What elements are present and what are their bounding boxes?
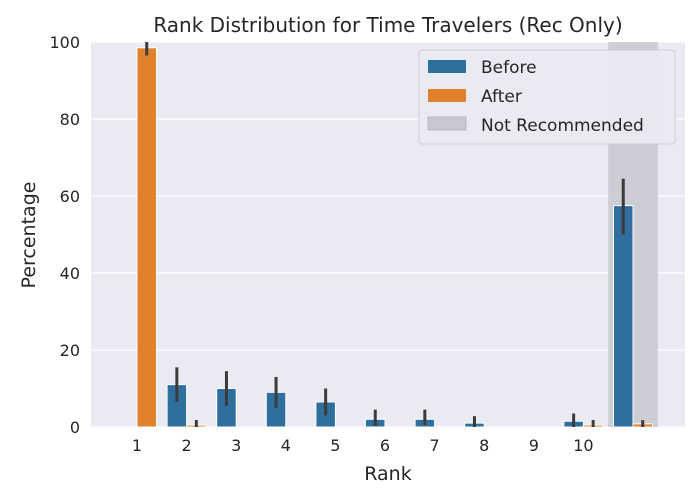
x-tick-label: 6: [380, 436, 390, 455]
x-tick-label: 4: [281, 436, 291, 455]
error-bars: [145, 42, 645, 427]
x-tick-label: 5: [330, 436, 340, 455]
y-tick-label: 20: [60, 341, 80, 360]
x-tick-label: 9: [529, 436, 539, 455]
x-tick-label: 2: [182, 436, 192, 455]
bars: [136, 47, 653, 428]
legend-box: [418, 49, 676, 145]
y-tick-label: 0: [70, 418, 80, 437]
y-tick-label: 80: [60, 110, 80, 129]
y-tick-label: 60: [60, 187, 80, 206]
x-axis-label: Rank: [364, 463, 411, 485]
y-tick-label: 100: [49, 33, 80, 52]
x-tick-labels: 1 2 3 4 5 6 7 8 9 10: [132, 436, 594, 455]
bar-before: [613, 205, 634, 428]
chart-title: Rank Distribution for Time Travelers (Re…: [153, 13, 622, 37]
x-tick-label: 10: [573, 436, 593, 455]
y-axis-label: Percentage: [18, 182, 40, 289]
legend-swatch-not-recommended: [427, 116, 467, 131]
x-tick-label: 1: [132, 436, 142, 455]
legend: Before After Not Recommended: [418, 49, 676, 145]
legend-swatch-before: [428, 60, 466, 73]
x-tick-label: 8: [479, 436, 489, 455]
x-tick-label: 7: [430, 436, 440, 455]
y-tick-label: 40: [60, 264, 80, 283]
legend-label-not-recommended: Not Recommended: [481, 116, 644, 136]
y-tick-labels: 0 20 40 60 80 100: [49, 33, 80, 437]
bar-after: [136, 47, 157, 428]
legend-label-before: Before: [481, 58, 537, 78]
legend-swatch-after: [428, 89, 466, 102]
x-tick-label: 3: [231, 436, 241, 455]
legend-label-after: After: [481, 87, 522, 107]
